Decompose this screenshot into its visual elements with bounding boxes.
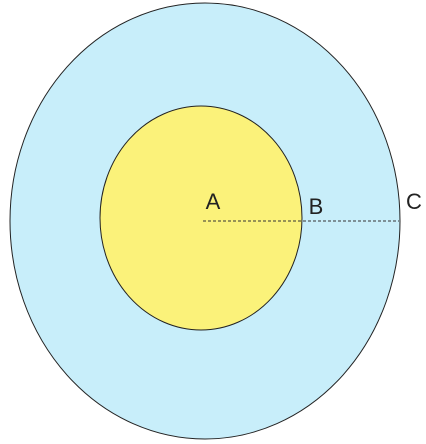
inner-circle <box>99 105 303 331</box>
label-c: C <box>406 189 422 214</box>
label-a: A <box>206 189 221 214</box>
label-b: B <box>309 194 324 219</box>
